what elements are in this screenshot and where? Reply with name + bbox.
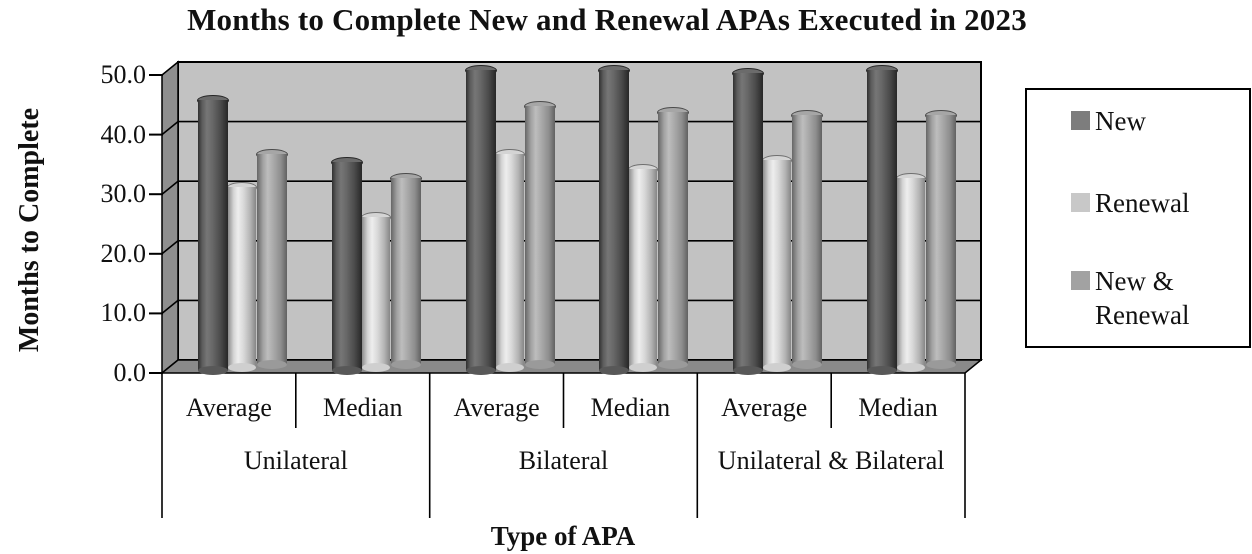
bar-new-renewal-unilateral-bilateral-average [791,110,824,370]
legend-label: Renewal [1095,188,1190,218]
y-tick-marks [149,74,163,374]
bar-new-bilateral-average [464,65,497,375]
bar-renewal-unilateral-average [227,181,257,373]
category-table-rules [161,373,966,518]
category-label: Median [323,393,403,422]
bar-new-unilateral-bilateral-median [866,65,899,375]
legend-item-renewal: Renewal [1071,186,1235,220]
y-tick-label: 30.0 [100,179,147,209]
x-axis-title: Type of APA [490,521,636,551]
legend-label: New & Renewal [1095,266,1190,330]
category-label: Average [721,393,808,422]
bar-renewal-unilateral-bilateral-average [762,154,793,373]
y-tick-label: 50.0 [100,60,147,89]
bar-new-renewal-bilateral-average [523,101,556,370]
bar-new-renewal-bilateral-median [657,107,690,370]
legend: New Renewal New & Renewal [1025,88,1251,348]
bar-new-renewal-unilateral-average [256,148,288,370]
category-label: Median [590,393,671,422]
y-tick-label: 20.0 [100,238,147,268]
bar-new-bilateral-median [598,65,631,375]
legend-swatch-new [1071,111,1090,130]
bar-new-unilateral-median [330,157,363,375]
gridlines [161,120,981,315]
bar-renewal-unilateral-median [360,211,391,373]
bar-renewal-bilateral-average [494,148,525,373]
bar-new-renewal-unilateral-bilateral-median [925,110,958,370]
category-label: Average [453,393,540,422]
group-label-unilateral-bilateral: Unilateral & Bilateral [717,446,945,475]
group-label-bilateral: Bilateral [518,446,609,475]
y-tick-label: 40.0 [100,119,147,149]
y-tick-label: 0.0 [113,358,147,387]
side-wall [161,60,179,375]
chart-title: Months to Complete New and Renewal APAs … [187,2,1027,37]
bar-new-unilateral-average [197,94,229,376]
back-wall [177,61,982,361]
legend-swatch-renewal [1071,193,1090,212]
legend-swatch-new-renewal [1071,271,1090,290]
group-label-unilateral: Unilateral [243,446,348,475]
category-label: Median [858,393,938,422]
category-label: Average [185,393,272,422]
bar-new-renewal-unilateral-median [389,172,422,370]
legend-item-new: New [1071,104,1235,138]
legend-label: New [1095,106,1146,136]
bar-renewal-unilateral-bilateral-median [896,172,927,373]
legend-item-new-renewal: New & Renewal [1071,264,1235,332]
y-tick-label: 10.0 [100,298,147,328]
bar-renewal-bilateral-median [628,163,659,373]
bar-new-unilateral-bilateral-average [732,68,765,375]
